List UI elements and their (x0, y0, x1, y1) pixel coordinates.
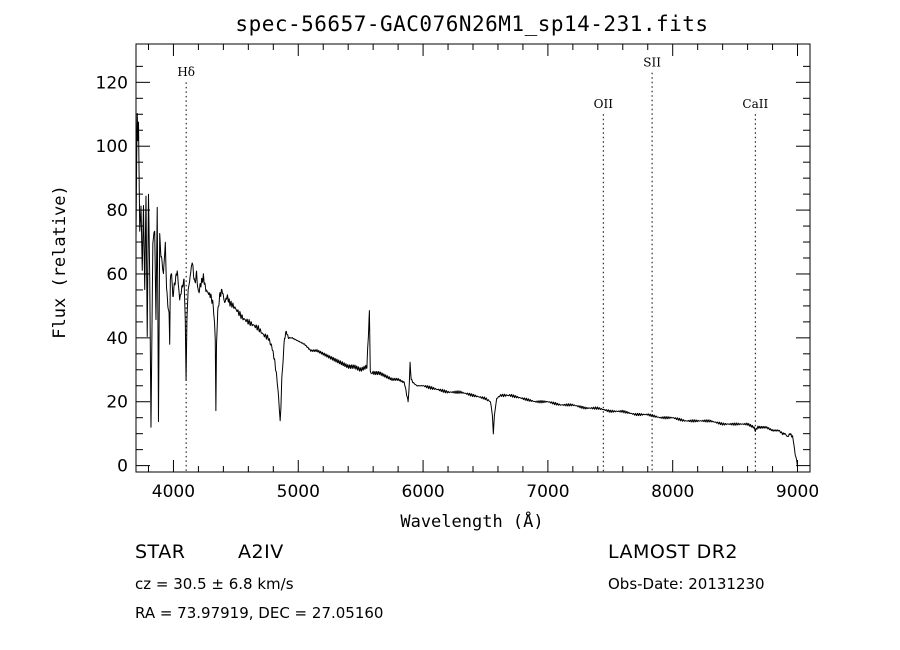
x-tick-label: 8000 (651, 482, 694, 502)
y-tick-label: 120 (96, 73, 128, 93)
object-class: STAR (135, 541, 186, 563)
y-tick-label: 60 (106, 265, 128, 285)
y-tick-label: 80 (106, 201, 128, 221)
chart-text: 4000 5000 6000 7000 8000 9000 0 20 40 60 80 100 120 (96, 73, 820, 502)
line-marker-label: Hδ (177, 65, 195, 79)
plot-frame (135, 43, 811, 473)
x-axis-label: Wavelength (Å) (400, 512, 544, 532)
y-tick-label: 40 (106, 329, 128, 349)
survey-name: LAMOST DR2 (608, 541, 738, 563)
y-axis-label: Flux (relative) (50, 185, 70, 339)
y-tick-label: 20 (106, 393, 128, 413)
line-marker-label: OII (594, 97, 614, 111)
y-tick-label: 100 (96, 137, 128, 157)
spectral-line-markers: Hδ OII SII CaII (177, 55, 768, 472)
axes (135, 43, 811, 473)
observation-date: Obs-Date: 20131230 (608, 575, 765, 593)
x-tick-label: 5000 (277, 482, 320, 502)
x-tick-label: 7000 (526, 482, 569, 502)
spectrum-series-group (135, 113, 799, 466)
x-tick-label: 6000 (401, 482, 444, 502)
x-tick-label: 4000 (152, 482, 195, 502)
line-marker-label: SII (643, 55, 661, 69)
line-marker-label: CaII (742, 97, 768, 111)
object-subclass: A2IV (238, 541, 284, 563)
chart-title: spec-56657-GAC076N26M1_sp14-231.fits (235, 12, 709, 36)
redshift-info: cz = 30.5 ± 6.8 km/s (135, 575, 294, 593)
coordinates: RA = 73.97919, DEC = 27.05160 (135, 604, 384, 622)
spectrum-series (135, 113, 799, 466)
x-tick-label: 9000 (776, 482, 819, 502)
y-tick-label: 0 (117, 457, 128, 477)
